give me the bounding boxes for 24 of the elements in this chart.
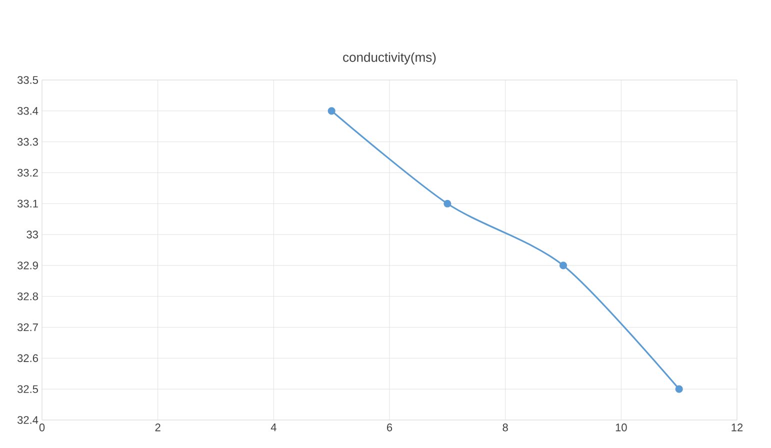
point [559,262,568,270]
y-tick-label: 32.8 [17,292,38,300]
point [328,107,336,115]
point [444,200,452,208]
x-tick-label: 12 [732,424,743,432]
y-tick-label: 32.6 [17,354,38,362]
y-tick-label: 32.5 [17,385,38,393]
y-tick-label: 33.4 [17,107,38,115]
x-tick-label: 10 [616,424,627,432]
y-tick-label: 33.5 [17,76,38,84]
x-tick-label: 0 [39,424,45,432]
x-tick-label: 6 [387,424,392,432]
y-tick-label: 33 [26,230,38,238]
x-tick-label: 8 [502,424,508,432]
x-tick-label: 4 [270,424,276,432]
y-tick-label: 32.4 [17,416,38,424]
y-tick-label: 33.2 [17,168,38,177]
y-tick-label: 32.9 [17,262,38,270]
x-tick-label: 2 [155,424,160,432]
chart-title: conductivity(ms) [343,52,436,64]
y-tick-label: 32.7 [17,323,38,332]
y-tick-label: 33.1 [17,200,38,208]
y-tick-label: 33.3 [17,138,38,146]
point [675,385,683,393]
